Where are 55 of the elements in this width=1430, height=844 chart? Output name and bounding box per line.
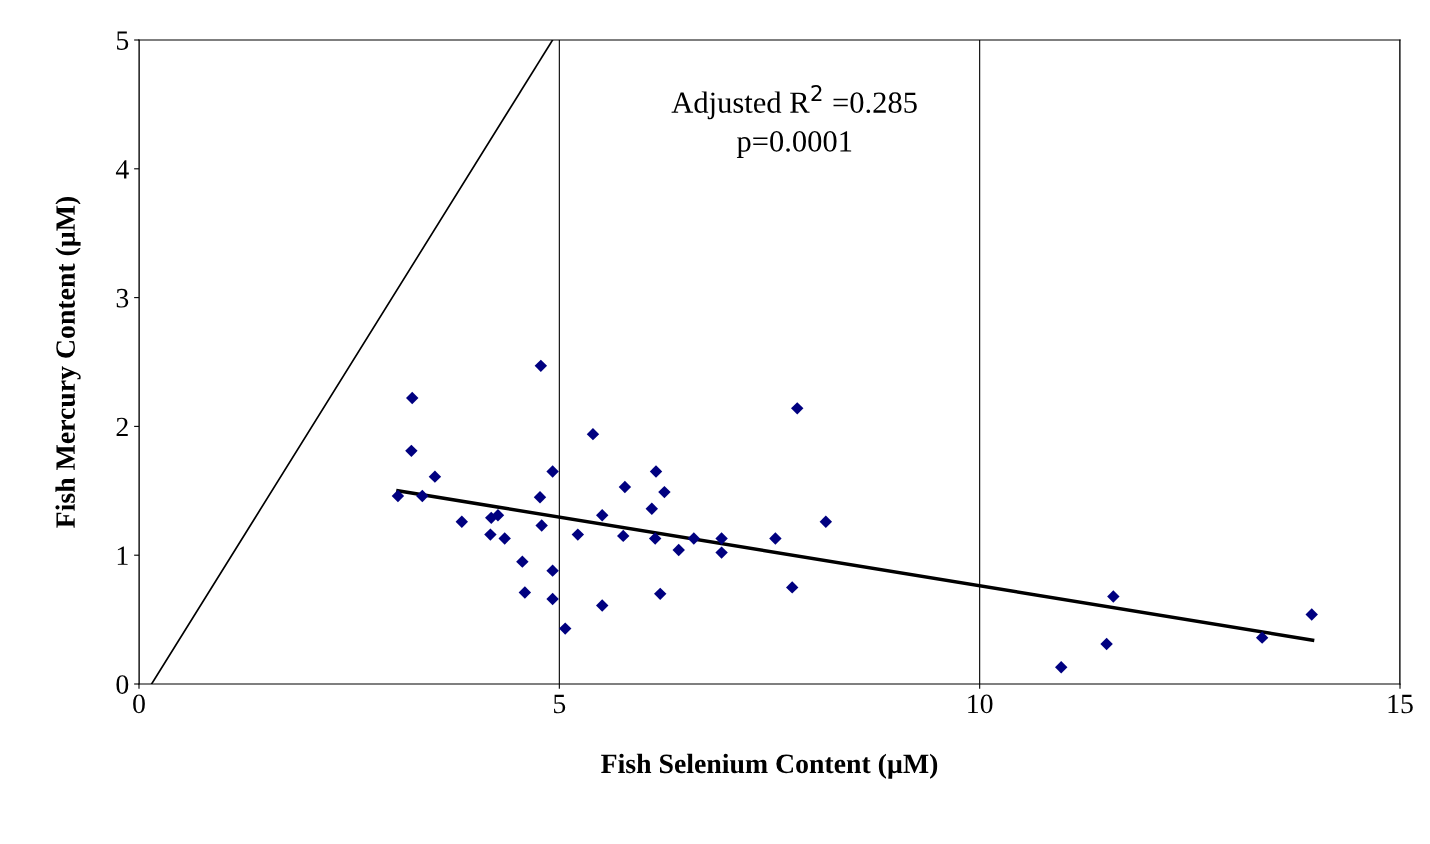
point [406,391,419,405]
y-tick-label: 1 [117,546,128,565]
point [518,586,532,599]
point [687,532,701,545]
point [658,485,671,499]
point [672,543,685,557]
point [546,592,559,606]
point [533,491,547,504]
point [791,402,804,415]
point [535,519,548,532]
point [819,515,833,528]
point [618,480,632,494]
y-tick-label: 0 [116,675,129,694]
point [428,470,442,483]
point [498,532,511,545]
point [455,515,469,528]
point [416,489,429,503]
point [645,502,659,516]
point [649,465,663,478]
point [1055,661,1068,674]
y-tick-label: 4 [115,160,129,179]
point [769,532,782,545]
point [1255,631,1269,644]
point [654,587,667,601]
point [715,532,728,545]
point [391,489,405,503]
point [559,622,572,635]
point [405,444,418,458]
point [586,427,600,441]
point [715,546,728,559]
y-tick-label: 2 [116,417,128,437]
point [785,581,799,594]
y-axis-title: Fish Mercury Content (µM) [55,196,81,528]
point [546,465,559,478]
point [571,528,585,541]
x-tick-label: 5 [554,694,566,714]
x-tick-label: 15 [1388,694,1413,714]
y-tick-label: 3 [116,288,129,308]
point [596,509,609,522]
point [534,359,548,373]
point [617,529,630,543]
annotation: Adjusted R$^{2}$ =0.285 p=0.0001 [671,85,917,158]
point [491,509,505,522]
x-axis-title: Fish Selenium Content (µM) [601,753,938,779]
x-tick-label: 10 [968,694,993,714]
y-tick-label: 5 [117,31,129,50]
x-tick-label: 0 [133,694,145,714]
point [1100,637,1113,651]
point [484,528,497,541]
point [648,532,662,545]
point [1107,590,1120,603]
point [596,599,609,612]
point [1305,608,1318,621]
point [546,564,559,577]
point [516,555,529,568]
